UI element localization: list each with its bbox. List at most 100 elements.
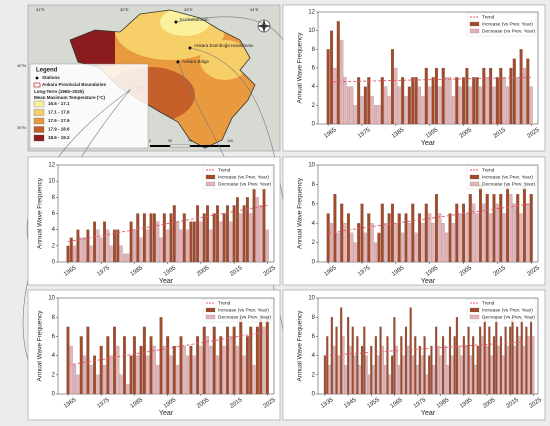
legend-swatch [33, 109, 45, 116]
legend-label: Decrease (vs Prev. Year) [482, 181, 535, 187]
bar [357, 223, 361, 263]
bar [199, 221, 203, 263]
bar [397, 86, 401, 125]
bar [516, 77, 520, 125]
bar [453, 336, 456, 395]
bar [374, 336, 377, 395]
bar [467, 326, 470, 395]
legend-swatch [33, 117, 45, 125]
bar [209, 229, 213, 263]
legend-label: Increase (vs Prev. Year) [482, 307, 533, 313]
bar [206, 205, 210, 263]
bar [509, 194, 513, 263]
bar [492, 86, 496, 125]
legend-swatch [469, 181, 480, 187]
bar [475, 213, 479, 263]
bar [350, 86, 354, 125]
legend-swatch [33, 100, 45, 108]
bar [172, 205, 176, 263]
plot-area [57, 297, 275, 395]
bar [458, 345, 461, 395]
bar [387, 213, 391, 263]
bar [93, 221, 97, 263]
bar [430, 345, 433, 395]
legend-swatch [205, 314, 216, 320]
bar [116, 229, 120, 263]
bar [504, 326, 507, 395]
bar [206, 336, 210, 395]
bar [439, 355, 442, 395]
legend-label: Increase (vs Prev. Year) [482, 174, 533, 180]
scale-label: 35 [168, 139, 172, 143]
bar [330, 30, 334, 125]
bar [407, 345, 410, 395]
bar [93, 355, 97, 395]
bar [394, 67, 398, 125]
legend-frame [202, 298, 273, 323]
y-tick-label: 8 [52, 195, 56, 201]
bar [404, 326, 408, 395]
bar [446, 365, 449, 395]
legend-text: 17.6 - 17.9 [48, 118, 70, 123]
bar [199, 345, 203, 395]
bar [370, 345, 373, 395]
bar [397, 213, 401, 263]
bar [103, 221, 106, 263]
bar [146, 355, 150, 395]
bar [519, 213, 523, 263]
bar [73, 245, 77, 263]
bar [159, 317, 163, 395]
bar [526, 58, 530, 125]
bar [166, 336, 170, 395]
bar [516, 326, 519, 395]
y-tick-label: 2 [312, 240, 316, 246]
bar [483, 317, 486, 395]
bar [363, 232, 367, 263]
bar [340, 307, 343, 395]
bar [509, 326, 512, 395]
bar [502, 77, 506, 125]
bar [448, 77, 452, 125]
bar [337, 355, 340, 395]
lat-label: 39°N [17, 125, 26, 130]
bar [89, 365, 93, 395]
bar [99, 345, 103, 395]
bar [431, 223, 435, 263]
bar [489, 213, 493, 263]
bar [113, 326, 116, 395]
y-tick-label: 12 [308, 10, 315, 16]
bar [431, 77, 435, 125]
bar [451, 223, 455, 263]
bar [166, 229, 170, 263]
bar [255, 326, 259, 395]
bar [488, 326, 491, 395]
bar [448, 326, 452, 395]
bar [462, 336, 465, 395]
y-axis-label: Annual Wave Frequency [297, 310, 304, 382]
bar [66, 245, 70, 263]
legend-swatch [33, 134, 45, 142]
bar [390, 49, 394, 125]
bar [495, 317, 498, 395]
legend-text: Ankara Provincial Boundaries [42, 82, 107, 87]
bar [400, 336, 403, 395]
bar [83, 237, 87, 263]
bar [343, 223, 347, 263]
bar [492, 336, 496, 395]
bar [527, 336, 530, 395]
bar [499, 194, 503, 263]
bar [472, 203, 476, 263]
bar [350, 232, 354, 263]
bar [86, 229, 90, 263]
bar [401, 232, 405, 263]
bar [259, 205, 263, 263]
bar [209, 345, 213, 395]
trend-line [67, 204, 268, 243]
bar [418, 213, 422, 263]
bar [451, 95, 455, 125]
bar [445, 77, 449, 125]
bar [370, 223, 374, 263]
bar [414, 232, 418, 263]
bar [428, 86, 432, 125]
bar [372, 365, 375, 395]
